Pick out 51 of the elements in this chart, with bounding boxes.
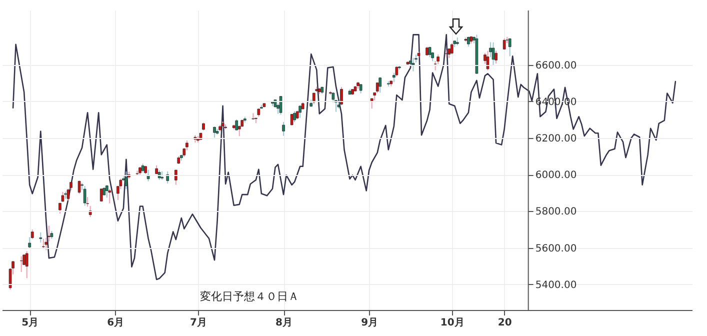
candlestick bbox=[39, 232, 42, 243]
candlestick bbox=[412, 57, 415, 72]
line-series bbox=[12, 34, 676, 280]
candlestick bbox=[44, 237, 48, 251]
x-tick-label: 9月 bbox=[361, 318, 378, 328]
candlestick bbox=[502, 38, 506, 50]
candlestick bbox=[486, 50, 490, 71]
candlestick bbox=[166, 170, 169, 184]
candlestick bbox=[508, 38, 512, 57]
x-tick-label: 7月 bbox=[190, 318, 207, 328]
candlestick bbox=[293, 110, 296, 123]
candlestick bbox=[42, 238, 45, 250]
candlestick bbox=[30, 229, 34, 240]
x-tick-label: 8月 bbox=[276, 318, 293, 328]
candlestick bbox=[450, 42, 454, 55]
y-tick-label: 6600.00 bbox=[535, 60, 577, 72]
candlestick bbox=[467, 36, 470, 48]
y-tick-label: 5600.00 bbox=[535, 243, 577, 254]
candlestick bbox=[174, 169, 178, 186]
candlestick bbox=[25, 250, 28, 279]
candlestick bbox=[494, 50, 498, 64]
y-tick-label: 6400.00 bbox=[535, 96, 577, 108]
candlestick bbox=[370, 98, 374, 110]
candlestick bbox=[312, 92, 316, 105]
candlestick bbox=[252, 112, 255, 120]
candlestick bbox=[119, 178, 122, 190]
candlestick bbox=[105, 184, 108, 198]
candlestick bbox=[492, 42, 495, 66]
candlestick bbox=[213, 126, 216, 138]
candlestick bbox=[340, 86, 343, 106]
y-tick-label: 6200.00 bbox=[535, 134, 577, 145]
y-tick-label: 6000.00 bbox=[535, 170, 577, 182]
candlestick bbox=[100, 188, 103, 202]
candlestick bbox=[282, 121, 285, 136]
candlestick bbox=[83, 185, 86, 206]
x-tick-label: 20 bbox=[498, 318, 512, 328]
y-tick-label: 5400.00 bbox=[535, 280, 577, 291]
text: 変化日予想４０日Ａ bbox=[200, 290, 299, 303]
x-tick-label: 10月 bbox=[440, 318, 464, 328]
x-tick-label: 5月 bbox=[22, 318, 39, 328]
candlestick bbox=[378, 76, 382, 94]
x-tick-label: 6月 bbox=[107, 318, 124, 328]
candlestick bbox=[124, 171, 128, 190]
candlestick bbox=[279, 96, 282, 116]
y-tick-label: 5800.00 bbox=[535, 206, 577, 218]
candlestick bbox=[78, 180, 81, 194]
candlestick bbox=[298, 104, 302, 118]
candlestick bbox=[235, 118, 238, 131]
candlestick bbox=[108, 188, 112, 204]
candlestick bbox=[332, 92, 335, 103]
candlestick bbox=[359, 84, 362, 94]
